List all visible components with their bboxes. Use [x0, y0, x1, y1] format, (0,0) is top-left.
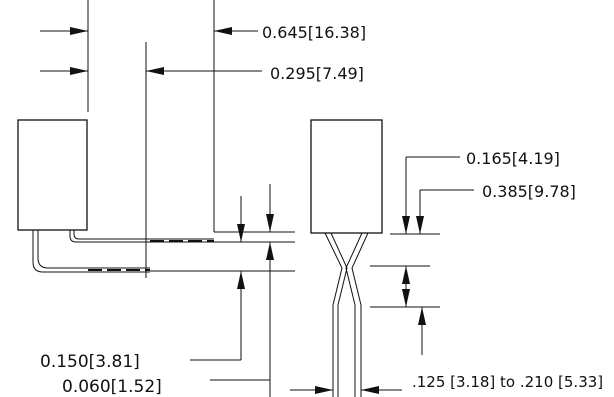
lead-pitch-range-label: .125 [3.18] to .210 [5.33] — [412, 373, 603, 391]
arrow-diameter-b-down — [266, 214, 274, 232]
side-view-lead-outer — [32, 230, 150, 273]
arrow-lead-dia-up — [266, 242, 274, 260]
arrow-overall-right — [214, 27, 232, 35]
arrow-pitch-a-up — [402, 266, 410, 284]
lead-diameter-label: 0.060[1.52] — [62, 377, 162, 397]
overall-width-label: 0.645[16.38] — [262, 23, 366, 42]
arrow-overall-left — [70, 27, 88, 35]
arrow-body-thickness-a — [402, 216, 410, 234]
lead-spacing-label: 0.150[3.81] — [40, 352, 140, 372]
arrow-diameter-a-down — [237, 224, 245, 242]
lead-offset-label: 0.295[7.49] — [270, 64, 364, 83]
arrow-spacing-up — [237, 271, 245, 289]
arrow-pitch-a-down — [402, 289, 410, 307]
arrow-offset-left — [70, 67, 88, 75]
side-view-lead-inner — [69, 230, 214, 243]
side-view-lead-outer-inner — [37, 230, 150, 269]
arrow-pitch-b-up — [418, 307, 426, 325]
body-thickness-top-label: 0.165[4.19] — [466, 149, 560, 168]
front-view-lead-right-inner — [345, 232, 363, 306]
body-thickness-total-label: 0.385[9.78] — [482, 182, 576, 201]
arrow-body-thickness-b — [416, 216, 424, 234]
front-view-lead-left-inner — [330, 232, 348, 306]
arrow-pitch-right — [361, 386, 379, 394]
side-view-body — [17, 119, 88, 231]
side-view-lead-inner-inner — [73, 230, 214, 240]
arrow-pitch-left — [315, 386, 333, 394]
front-view-lead-left-outer — [324, 232, 343, 306]
front-view-lead-right-outer — [351, 232, 369, 306]
arrow-offset-right — [146, 67, 164, 75]
front-view-body — [310, 119, 383, 234]
